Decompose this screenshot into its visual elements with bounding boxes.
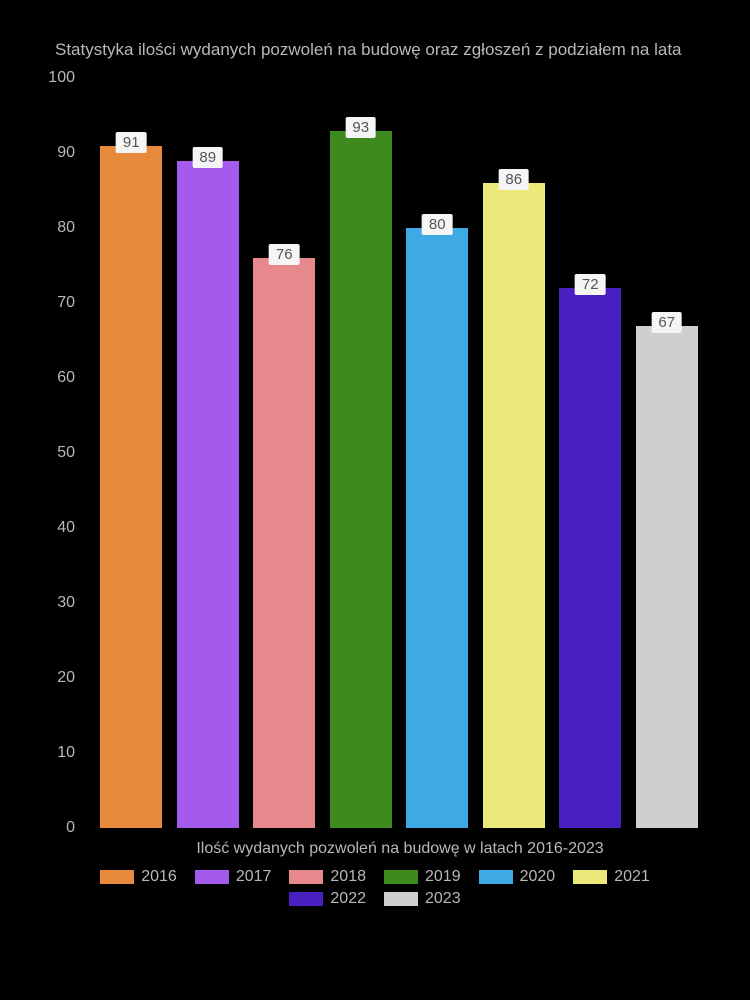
legend-label: 2020 [520, 868, 556, 886]
legend-item: 2023 [384, 890, 461, 908]
chart-container: Statystyka ilości wydanych pozwoleń na b… [15, 20, 735, 980]
legend-item: 2021 [573, 868, 650, 886]
legend-swatch [289, 892, 323, 906]
legend-label: 2022 [330, 890, 366, 908]
bar-wrap: 76 [253, 78, 315, 828]
legend-item: 2017 [195, 868, 272, 886]
legend-label: 2017 [236, 868, 272, 886]
legend-label: 2021 [614, 868, 650, 886]
bar-wrap: 67 [636, 78, 698, 828]
legend-swatch [384, 892, 418, 906]
y-axis: 0102030405060708090100 [35, 78, 85, 828]
y-tick: 30 [57, 594, 75, 612]
legend-swatch [100, 870, 134, 884]
x-axis-label: Ilość wydanych pozwoleń na budowę w lata… [85, 840, 715, 858]
bar-wrap: 86 [483, 78, 545, 828]
bar-wrap: 91 [100, 78, 162, 828]
legend-label: 2018 [330, 868, 366, 886]
chart-title: Statystyka ilości wydanych pozwoleń na b… [15, 20, 735, 78]
bar-value-label: 76 [269, 244, 300, 265]
y-tick: 80 [57, 219, 75, 237]
bar: 91 [100, 146, 162, 829]
bar: 72 [559, 288, 621, 828]
bar: 86 [483, 183, 545, 828]
plot-area: 0102030405060708090100 9189769380867267 … [35, 78, 715, 858]
y-tick: 50 [57, 444, 75, 462]
legend-item: 2019 [384, 868, 461, 886]
bar-value-label: 80 [422, 214, 453, 235]
bar: 80 [406, 228, 468, 828]
legend-swatch [573, 870, 607, 884]
y-tick: 0 [66, 819, 75, 837]
bar-value-label: 67 [651, 312, 682, 333]
y-tick: 40 [57, 519, 75, 537]
bar-wrap: 80 [406, 78, 468, 828]
legend-label: 2019 [425, 868, 461, 886]
bars-group: 9189769380867267 [93, 78, 705, 828]
bar: 89 [177, 161, 239, 829]
bar: 93 [330, 131, 392, 829]
y-tick: 10 [57, 744, 75, 762]
y-tick: 70 [57, 294, 75, 312]
legend-item: 2020 [479, 868, 556, 886]
y-tick: 100 [48, 69, 75, 87]
legend-label: 2023 [425, 890, 461, 908]
bar-value-label: 72 [575, 274, 606, 295]
legend-label: 2016 [141, 868, 177, 886]
legend-item: 2018 [289, 868, 366, 886]
y-tick: 60 [57, 369, 75, 387]
legend-swatch [289, 870, 323, 884]
y-tick: 20 [57, 669, 75, 687]
legend-swatch [479, 870, 513, 884]
bar-value-label: 93 [345, 117, 376, 138]
legend-item: 2016 [100, 868, 177, 886]
legend-item: 2022 [289, 890, 366, 908]
legend: 2016 2017 2018 2019 2020 2021 2022 2023 [15, 868, 735, 908]
bar-value-label: 91 [116, 132, 147, 153]
bar-value-label: 89 [192, 147, 223, 168]
legend-swatch [195, 870, 229, 884]
bar: 76 [253, 258, 315, 828]
bar: 67 [636, 326, 698, 829]
bar-value-label: 86 [498, 169, 529, 190]
legend-swatch [384, 870, 418, 884]
bar-wrap: 93 [330, 78, 392, 828]
bar-wrap: 89 [177, 78, 239, 828]
y-tick: 90 [57, 144, 75, 162]
bar-wrap: 72 [559, 78, 621, 828]
